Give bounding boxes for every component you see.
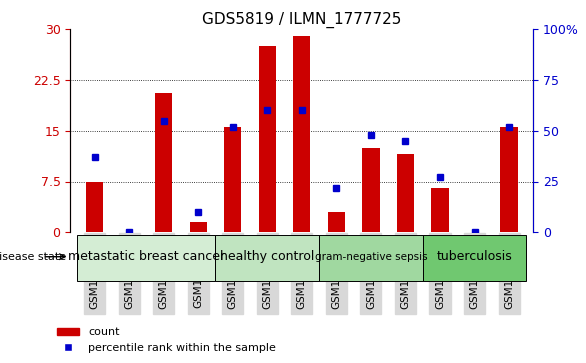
Bar bbox=[500, 127, 517, 232]
Bar bbox=[77, 235, 216, 281]
Bar bbox=[362, 148, 380, 232]
Title: GDS5819 / ILMN_1777725: GDS5819 / ILMN_1777725 bbox=[202, 12, 401, 28]
Text: gram-negative sepsis: gram-negative sepsis bbox=[315, 252, 427, 262]
Bar bbox=[431, 188, 449, 232]
Text: metastatic breast cancer: metastatic breast cancer bbox=[68, 250, 225, 263]
Legend: count, percentile rank within the sample: count, percentile rank within the sample bbox=[52, 323, 280, 358]
Bar bbox=[328, 212, 345, 232]
Bar bbox=[86, 182, 103, 232]
Bar bbox=[258, 46, 276, 232]
Bar bbox=[319, 235, 423, 281]
Bar bbox=[189, 222, 207, 232]
Text: tuberculosis: tuberculosis bbox=[437, 250, 512, 263]
Bar bbox=[397, 154, 414, 232]
Text: healthy control: healthy control bbox=[220, 250, 315, 263]
Bar bbox=[155, 93, 172, 232]
Bar bbox=[216, 235, 319, 281]
Text: disease state: disease state bbox=[0, 252, 66, 262]
Bar bbox=[293, 36, 311, 232]
Bar bbox=[224, 127, 241, 232]
Bar bbox=[423, 235, 526, 281]
